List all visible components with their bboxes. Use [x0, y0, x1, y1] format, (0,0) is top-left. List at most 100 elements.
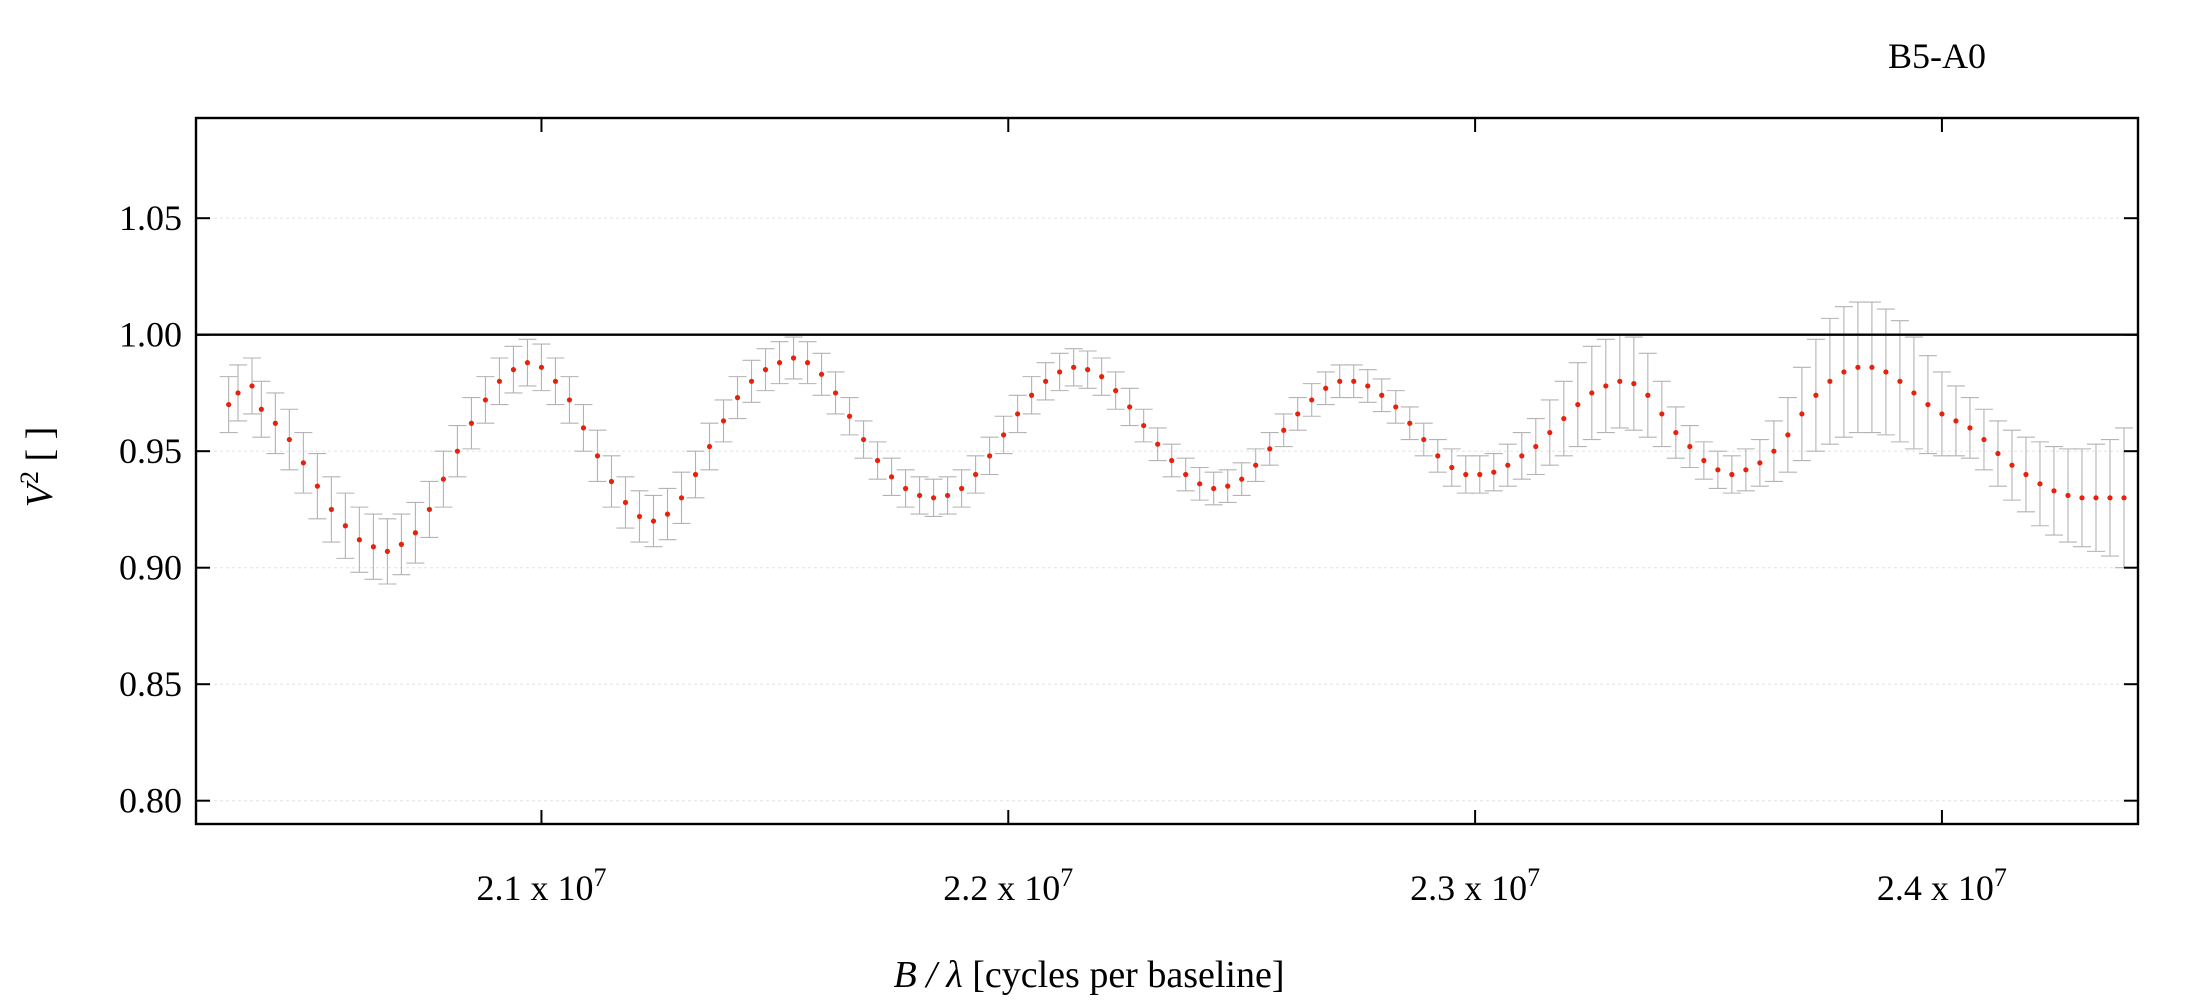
data-point — [1911, 390, 1917, 396]
data-point — [1617, 378, 1623, 384]
x-tick-exponent: 7 — [593, 863, 606, 892]
data-point — [496, 378, 503, 384]
data-point — [650, 518, 657, 524]
y-tick-label: 1.00 — [119, 315, 182, 355]
data-point — [944, 492, 951, 499]
data-point — [300, 460, 306, 466]
y-axis-label: V2 [ ] — [15, 427, 62, 508]
data-point — [1869, 364, 1875, 370]
data-point — [902, 485, 909, 492]
x-tick-mantissa: 2.1 x 10 — [476, 868, 593, 908]
data-point — [1799, 411, 1805, 417]
data-point — [328, 506, 334, 513]
data-point — [776, 360, 783, 366]
data-point — [1547, 429, 1553, 436]
data-point — [1365, 383, 1371, 389]
data-point — [664, 511, 671, 517]
data-point — [1463, 471, 1469, 478]
y-tick-label: 0.80 — [119, 781, 182, 821]
y-axis-label-var: V — [19, 480, 61, 507]
data-point — [1267, 446, 1273, 452]
data-point — [1743, 467, 1749, 473]
data-point — [1029, 392, 1035, 398]
data-point — [356, 537, 362, 543]
data-point — [1449, 464, 1455, 471]
data-point — [1883, 369, 1889, 375]
data-point — [1477, 471, 1483, 478]
data-point — [1127, 404, 1133, 410]
data-point — [566, 397, 573, 403]
x-axis-label-sep — [963, 954, 973, 996]
data-point — [832, 390, 839, 396]
data-point — [804, 360, 811, 366]
data-point — [258, 406, 264, 412]
data-point — [2107, 495, 2113, 501]
data-point — [286, 436, 292, 443]
data-point — [2037, 481, 2043, 487]
data-point — [1981, 436, 1987, 443]
data-point — [1435, 453, 1441, 459]
y-tick-label: 1.05 — [119, 198, 182, 238]
data-point — [580, 425, 587, 431]
data-point — [1155, 441, 1161, 447]
data-point — [860, 436, 867, 443]
data-point — [1379, 392, 1385, 398]
x-tick-mantissa: 2.2 x 10 — [943, 868, 1060, 908]
data-point — [2121, 495, 2127, 501]
y-axis-label-sep — [19, 462, 61, 472]
data-point — [692, 471, 699, 478]
data-point — [1505, 462, 1511, 468]
data-point — [1561, 415, 1567, 422]
x-tick-label: 2.1 x 107 — [476, 863, 606, 908]
data-point — [1239, 476, 1245, 482]
data-point — [1757, 460, 1763, 466]
data-point — [846, 413, 853, 419]
data-point — [734, 395, 741, 401]
data-point — [1925, 401, 1931, 408]
data-point — [1421, 436, 1427, 443]
data-point — [762, 367, 769, 373]
data-point — [1225, 483, 1231, 489]
x-tick-label: 2.4 x 107 — [1877, 863, 2007, 908]
x-tick-exponent: 7 — [1527, 863, 1540, 892]
data-points — [226, 355, 2127, 554]
chart-title: B5-A0 — [1888, 36, 1986, 76]
data-point — [2079, 495, 2085, 501]
data-point — [1533, 443, 1539, 450]
data-point — [1085, 367, 1091, 373]
data-point — [1057, 369, 1063, 375]
data-point — [552, 378, 559, 384]
data-point — [1323, 385, 1329, 391]
data-point — [249, 383, 255, 389]
data-point — [1309, 397, 1315, 403]
data-point — [748, 378, 755, 384]
data-point — [1337, 378, 1343, 384]
y-tick-label: 0.85 — [119, 664, 182, 704]
data-point — [1197, 481, 1203, 487]
data-point — [426, 506, 433, 513]
data-point — [1939, 411, 1945, 417]
data-point — [1631, 381, 1637, 387]
data-point — [1841, 369, 1847, 375]
data-point — [1015, 411, 1021, 417]
data-point — [1715, 467, 1721, 473]
data-point — [1995, 450, 2001, 457]
data-point — [1253, 462, 1259, 468]
data-point — [1393, 404, 1399, 410]
data-point — [1645, 392, 1651, 398]
data-point — [1407, 420, 1413, 426]
y-tick-label: 0.90 — [119, 548, 182, 588]
data-point — [608, 478, 615, 485]
data-point — [1001, 432, 1007, 438]
data-point — [1827, 378, 1833, 384]
data-point — [235, 390, 241, 396]
data-point — [1351, 378, 1357, 384]
data-point — [1701, 457, 1707, 464]
data-point — [1771, 448, 1777, 454]
data-point — [524, 360, 531, 366]
data-point — [1589, 390, 1595, 396]
data-point — [1519, 453, 1525, 459]
data-point — [1897, 378, 1903, 384]
data-point — [1211, 485, 1217, 492]
